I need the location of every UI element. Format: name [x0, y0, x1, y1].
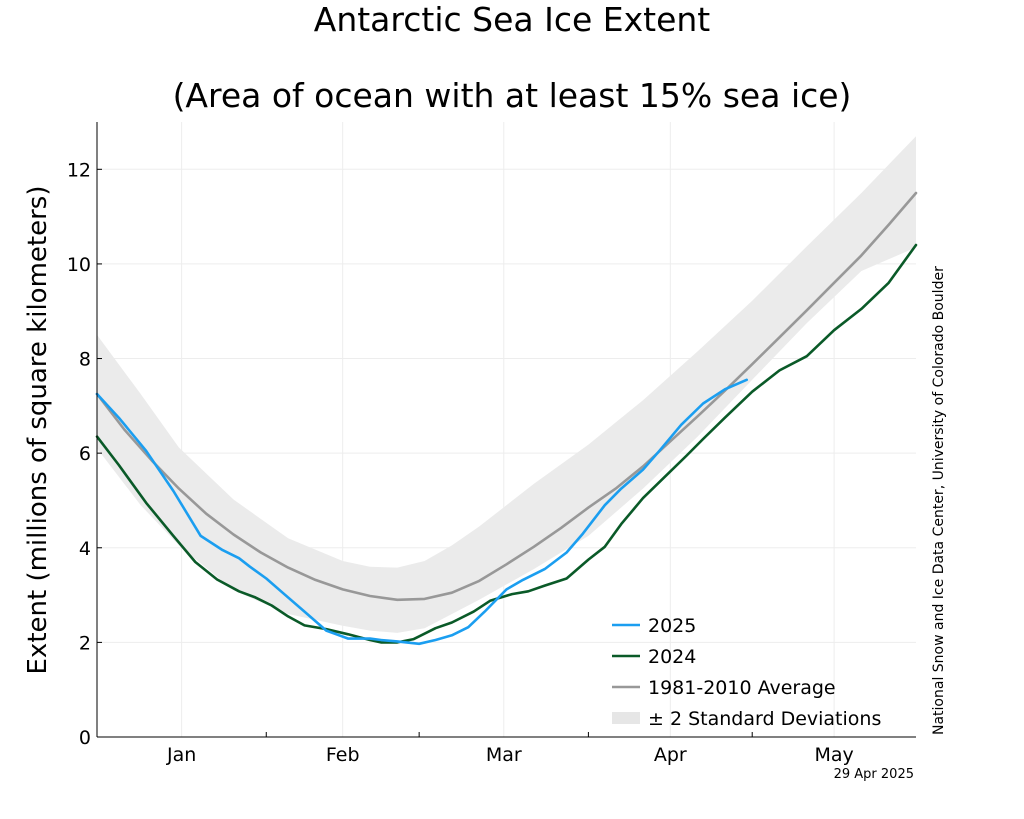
y-tick-label: 2 [79, 632, 91, 654]
y-tick-label: 6 [79, 443, 91, 465]
axes: 0 2 4 6 8 10 12 Jan Feb Mar Apr May [67, 122, 916, 766]
chart-title: Antarctic Sea Ice Extent [313, 0, 711, 39]
legend: 2025 2024 1981-2010 Average ± 2 Standard De… [612, 615, 881, 730]
legend-label-2-standard-deviations: ± 2 Standard Deviations [648, 708, 881, 730]
std-dev-band-layer [97, 136, 916, 633]
x-tick-label: Mar [486, 744, 522, 766]
x-tick-label: May [814, 744, 853, 766]
series-line-1981-2010-average [95, 191, 918, 602]
x-tick-label: Apr [654, 744, 687, 766]
x-tick-label: Jan [166, 744, 196, 766]
series-line-2025 [95, 378, 749, 646]
series-layer [95, 191, 918, 646]
y-tick-label: 0 [79, 727, 91, 749]
chart-date: 29 Apr 2025 [833, 767, 914, 782]
y-tick-label: 12 [67, 159, 91, 181]
series-line-2024 [95, 243, 918, 644]
legend-label-1981-2010-average: 1981-2010 Average [648, 677, 836, 699]
legend-swatch-std-dev [612, 712, 640, 724]
legend-label-2025: 2025 [648, 615, 696, 637]
x-tick-label: Feb [326, 744, 360, 766]
data-source-credit: National Snow and Ice Data Center, Unive… [931, 266, 947, 735]
y-tick-label: 8 [79, 349, 91, 371]
y-tick-label: 10 [67, 254, 91, 276]
chart-subtitle: (Area of ocean with at least 15% sea ice… [172, 76, 852, 115]
grid-lines [97, 122, 916, 738]
y-tick-label: 4 [79, 538, 91, 560]
std-dev-band [97, 136, 916, 633]
legend-label-2024: 2024 [648, 646, 696, 668]
